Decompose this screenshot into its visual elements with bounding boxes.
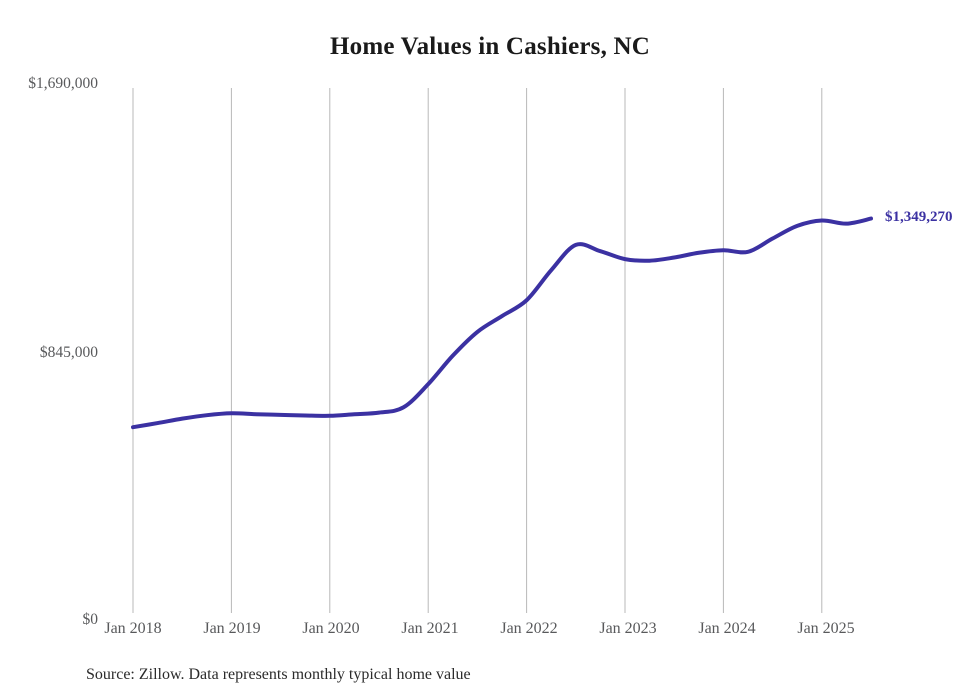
y-axis-tick-label: $1,690,000	[28, 75, 98, 92]
x-axis-tick-label: Jan 2024	[698, 620, 756, 637]
y-axis-tick-label: $845,000	[39, 344, 98, 361]
x-axis-tick-label: Jan 2018	[104, 620, 162, 637]
x-axis-tick-label: Jan 2025	[797, 620, 855, 637]
x-axis-tick-label: Jan 2019	[203, 620, 261, 637]
source-note: Source: Zillow. Data represents monthly …	[86, 666, 471, 683]
x-axis-tick-label: Jan 2022	[500, 620, 558, 637]
series-line-typical-home-value	[131, 216, 873, 430]
series-end-value-annotation: $1,349,270	[885, 208, 953, 225]
x-axis-tick-label: Jan 2021	[401, 620, 459, 637]
x-axis-tick-label: Jan 2020	[302, 620, 360, 637]
chart-title: Home Values in Cashiers, NC	[329, 33, 650, 60]
x-axis-tick-label: Jan 2023	[599, 620, 657, 637]
y-axis-tick-label: $0	[82, 611, 99, 628]
gridlines	[132, 88, 823, 613]
